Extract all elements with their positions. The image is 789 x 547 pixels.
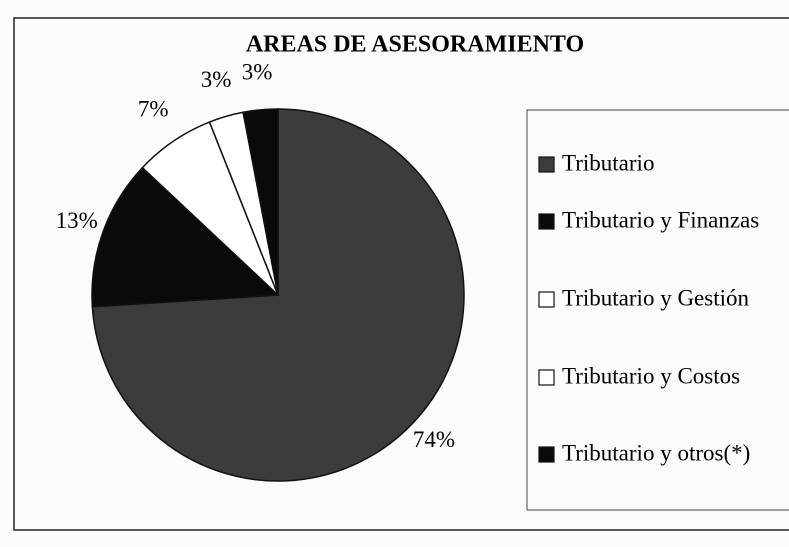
pie-slice [242, 108, 279, 296]
legend-box [526, 109, 789, 511]
legend-swatch [538, 446, 555, 463]
legend-label: Tributario y Costos [562, 363, 740, 388]
legend-label: Tributario [562, 150, 654, 175]
data-label: 7% [138, 97, 169, 122]
data-label: 3% [242, 59, 273, 84]
data-label: 3% [201, 67, 232, 92]
legend-swatch [538, 291, 555, 308]
chart-title: AREAS DE ASESORAMIENTO [246, 32, 584, 58]
legend-label: Tributario y Finanzas [562, 207, 759, 232]
data-label: 13% [56, 208, 98, 233]
data-label: 74% [413, 427, 455, 452]
legend-swatch [538, 213, 555, 230]
legend-label: Tributario y otros(*) [562, 440, 750, 465]
pie-slice [91, 166, 280, 308]
legend-label: Tributario y Gestión [562, 285, 749, 310]
legend-swatch [538, 156, 555, 173]
chart-border [13, 17, 789, 531]
legend-swatch [538, 369, 555, 386]
